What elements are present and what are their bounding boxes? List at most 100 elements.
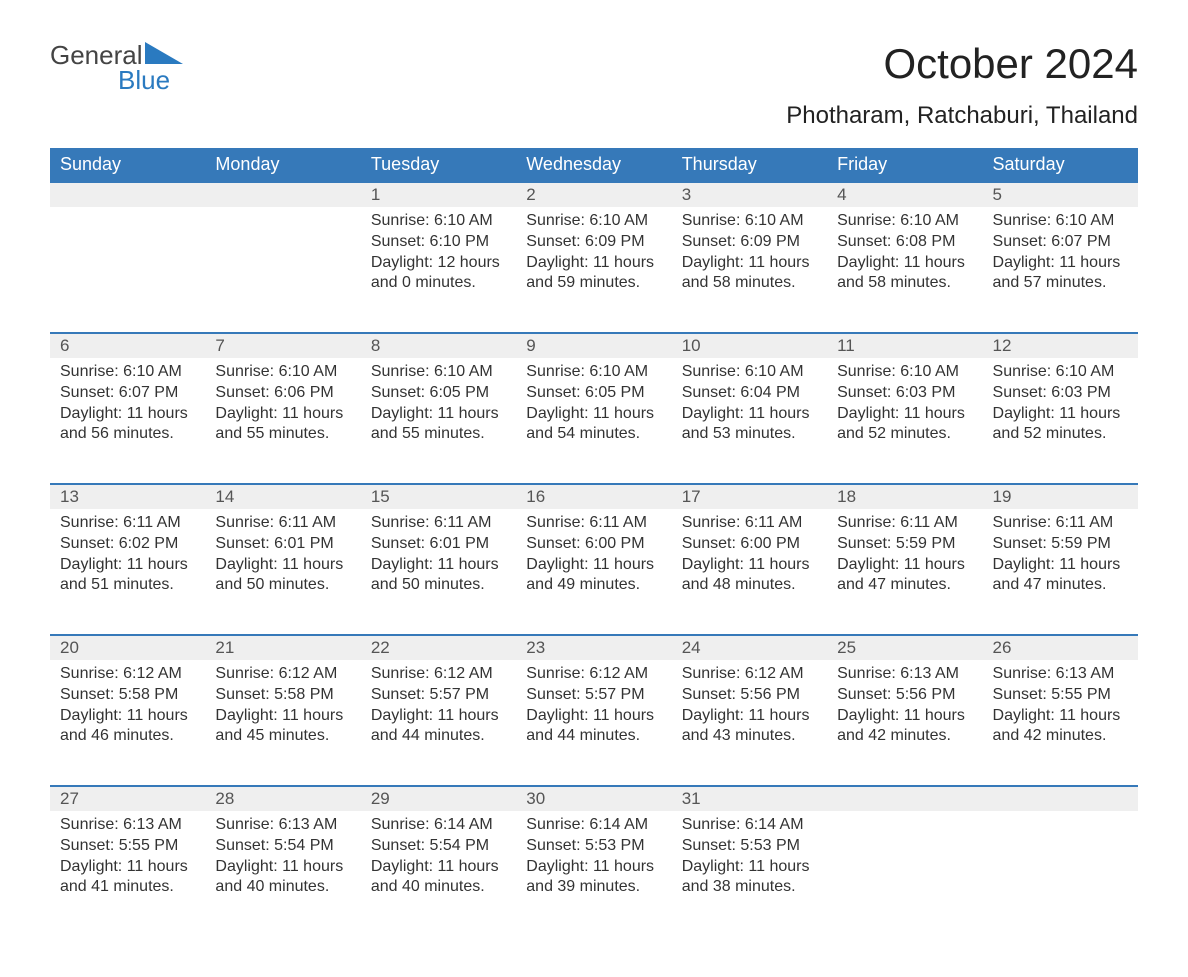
day-sunset: Sunset: 5:55 PM xyxy=(993,685,1128,706)
day-sunrise: Sunrise: 6:10 AM xyxy=(371,211,506,232)
day-body-cell: Sunrise: 6:14 AMSunset: 5:53 PMDaylight:… xyxy=(516,811,671,937)
day-number-cell: 25 xyxy=(827,635,982,660)
day-day2: and 50 minutes. xyxy=(371,575,506,596)
day-sunrise: Sunrise: 6:11 AM xyxy=(993,513,1128,534)
day-body-cell: Sunrise: 6:14 AMSunset: 5:54 PMDaylight:… xyxy=(361,811,516,937)
day-body-cell: Sunrise: 6:10 AMSunset: 6:09 PMDaylight:… xyxy=(516,207,671,333)
day-number-cell: 21 xyxy=(205,635,360,660)
day-day1: Daylight: 11 hours xyxy=(60,857,195,878)
day-sunrise: Sunrise: 6:10 AM xyxy=(215,362,350,383)
day-day2: and 58 minutes. xyxy=(682,273,817,294)
day-day1: Daylight: 11 hours xyxy=(526,555,661,576)
day-day1: Daylight: 11 hours xyxy=(215,404,350,425)
day-sunrise: Sunrise: 6:13 AM xyxy=(215,815,350,836)
header: General Blue October 2024 Photharam, Rat… xyxy=(50,40,1138,130)
day-sunrise: Sunrise: 6:11 AM xyxy=(60,513,195,534)
day-number-cell: 4 xyxy=(827,182,982,207)
day-sunrise: Sunrise: 6:10 AM xyxy=(837,362,972,383)
day-sunset: Sunset: 5:59 PM xyxy=(993,534,1128,555)
day-sunset: Sunset: 5:56 PM xyxy=(837,685,972,706)
day-number-cell xyxy=(827,786,982,811)
day-day1: Daylight: 11 hours xyxy=(526,706,661,727)
day-body-cell xyxy=(205,207,360,333)
day-header: Wednesday xyxy=(516,148,671,182)
day-header: Saturday xyxy=(983,148,1138,182)
day-day2: and 40 minutes. xyxy=(215,877,350,898)
day-number-cell xyxy=(205,182,360,207)
day-sunrise: Sunrise: 6:13 AM xyxy=(837,664,972,685)
day-body-cell: Sunrise: 6:10 AMSunset: 6:09 PMDaylight:… xyxy=(672,207,827,333)
day-body-cell: Sunrise: 6:12 AMSunset: 5:58 PMDaylight:… xyxy=(205,660,360,786)
logo: General Blue xyxy=(50,40,183,96)
day-day2: and 45 minutes. xyxy=(215,726,350,747)
day-number-cell: 18 xyxy=(827,484,982,509)
day-sunset: Sunset: 5:59 PM xyxy=(837,534,972,555)
day-number-cell: 28 xyxy=(205,786,360,811)
day-header-row: Sunday Monday Tuesday Wednesday Thursday… xyxy=(50,148,1138,182)
day-body-cell: Sunrise: 6:12 AMSunset: 5:56 PMDaylight:… xyxy=(672,660,827,786)
day-body-cell xyxy=(827,811,982,937)
day-sunset: Sunset: 5:57 PM xyxy=(371,685,506,706)
day-day2: and 46 minutes. xyxy=(60,726,195,747)
day-sunset: Sunset: 6:09 PM xyxy=(526,232,661,253)
day-body-cell: Sunrise: 6:13 AMSunset: 5:55 PMDaylight:… xyxy=(50,811,205,937)
day-body-cell: Sunrise: 6:11 AMSunset: 6:01 PMDaylight:… xyxy=(205,509,360,635)
day-body-cell: Sunrise: 6:14 AMSunset: 5:53 PMDaylight:… xyxy=(672,811,827,937)
day-sunset: Sunset: 5:56 PM xyxy=(682,685,817,706)
day-number-cell: 24 xyxy=(672,635,827,660)
day-sunrise: Sunrise: 6:11 AM xyxy=(371,513,506,534)
day-day2: and 51 minutes. xyxy=(60,575,195,596)
day-body-cell: Sunrise: 6:11 AMSunset: 6:02 PMDaylight:… xyxy=(50,509,205,635)
logo-text-blue: Blue xyxy=(118,65,183,96)
day-sunset: Sunset: 6:07 PM xyxy=(993,232,1128,253)
day-day1: Daylight: 11 hours xyxy=(993,404,1128,425)
day-body-cell: Sunrise: 6:11 AMSunset: 6:00 PMDaylight:… xyxy=(672,509,827,635)
day-number-cell: 17 xyxy=(672,484,827,509)
day-body-cell: Sunrise: 6:11 AMSunset: 5:59 PMDaylight:… xyxy=(983,509,1138,635)
day-sunset: Sunset: 6:05 PM xyxy=(526,383,661,404)
day-sunrise: Sunrise: 6:12 AM xyxy=(371,664,506,685)
day-sunset: Sunset: 5:53 PM xyxy=(682,836,817,857)
title-block: October 2024 Photharam, Ratchaburi, Thai… xyxy=(786,40,1138,130)
day-day2: and 42 minutes. xyxy=(993,726,1128,747)
day-body-cell: Sunrise: 6:10 AMSunset: 6:03 PMDaylight:… xyxy=(827,358,982,484)
day-day1: Daylight: 11 hours xyxy=(993,706,1128,727)
day-day2: and 52 minutes. xyxy=(837,424,972,445)
day-number-cell: 11 xyxy=(827,333,982,358)
day-sunrise: Sunrise: 6:12 AM xyxy=(682,664,817,685)
day-sunset: Sunset: 5:54 PM xyxy=(371,836,506,857)
day-day2: and 58 minutes. xyxy=(837,273,972,294)
day-sunset: Sunset: 6:01 PM xyxy=(371,534,506,555)
day-day1: Daylight: 11 hours xyxy=(682,253,817,274)
day-sunrise: Sunrise: 6:10 AM xyxy=(993,211,1128,232)
day-day1: Daylight: 11 hours xyxy=(371,857,506,878)
day-body-cell: Sunrise: 6:13 AMSunset: 5:55 PMDaylight:… xyxy=(983,660,1138,786)
day-day1: Daylight: 11 hours xyxy=(215,706,350,727)
day-body-cell xyxy=(983,811,1138,937)
day-day2: and 59 minutes. xyxy=(526,273,661,294)
day-header: Friday xyxy=(827,148,982,182)
day-sunrise: Sunrise: 6:10 AM xyxy=(682,362,817,383)
day-number-row: 12345 xyxy=(50,182,1138,207)
day-number-cell xyxy=(983,786,1138,811)
day-number-cell: 26 xyxy=(983,635,1138,660)
day-sunset: Sunset: 6:10 PM xyxy=(371,232,506,253)
day-sunrise: Sunrise: 6:14 AM xyxy=(682,815,817,836)
day-number-cell: 22 xyxy=(361,635,516,660)
day-body-row: Sunrise: 6:10 AMSunset: 6:10 PMDaylight:… xyxy=(50,207,1138,333)
calendar-table: Sunday Monday Tuesday Wednesday Thursday… xyxy=(50,148,1138,937)
day-day1: Daylight: 11 hours xyxy=(371,555,506,576)
day-sunset: Sunset: 6:00 PM xyxy=(682,534,817,555)
day-day1: Daylight: 11 hours xyxy=(526,253,661,274)
day-sunrise: Sunrise: 6:12 AM xyxy=(60,664,195,685)
day-sunset: Sunset: 6:03 PM xyxy=(837,383,972,404)
day-number-cell: 9 xyxy=(516,333,671,358)
day-day2: and 50 minutes. xyxy=(215,575,350,596)
day-sunset: Sunset: 6:00 PM xyxy=(526,534,661,555)
day-number-cell: 13 xyxy=(50,484,205,509)
day-sunrise: Sunrise: 6:11 AM xyxy=(837,513,972,534)
day-body-row: Sunrise: 6:12 AMSunset: 5:58 PMDaylight:… xyxy=(50,660,1138,786)
day-day1: Daylight: 11 hours xyxy=(215,857,350,878)
day-sunrise: Sunrise: 6:12 AM xyxy=(215,664,350,685)
day-day1: Daylight: 11 hours xyxy=(371,706,506,727)
